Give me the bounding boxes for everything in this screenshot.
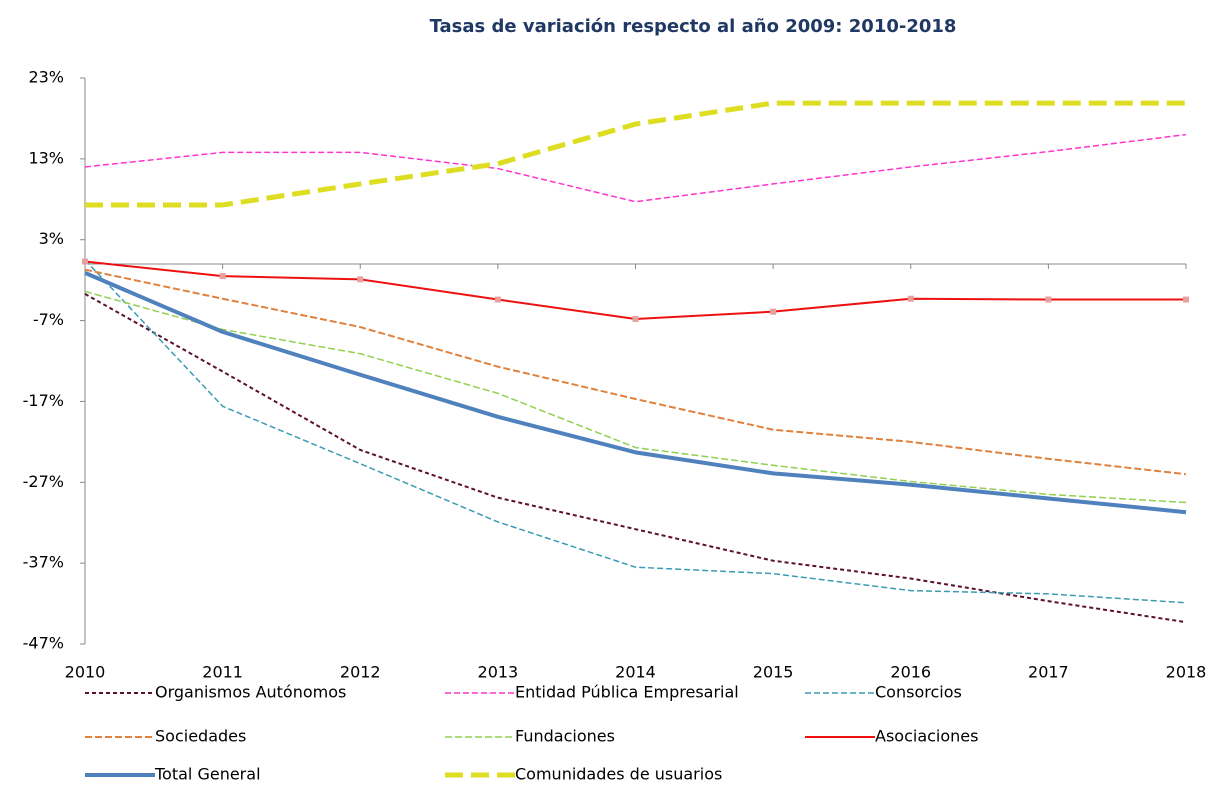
y-tick-label: 13%: [28, 148, 64, 167]
series-line: [84, 293, 1187, 624]
legend-label: Total General: [154, 765, 261, 784]
legend-label: Organismos Autónomos: [155, 683, 346, 702]
y-tick-label: -47%: [23, 634, 64, 653]
x-tick-label: 2015: [753, 663, 794, 682]
series-line: [84, 259, 1187, 604]
y-tick-label: -37%: [23, 553, 64, 572]
x-tick-label: 2017: [1028, 663, 1069, 682]
series-line: [84, 268, 1187, 476]
series-line: [84, 290, 1187, 504]
legend-label: Fundaciones: [515, 727, 615, 746]
y-tick-label: -17%: [23, 391, 64, 410]
x-tick-label: 2010: [65, 663, 106, 682]
x-tick-label: 2014: [615, 663, 656, 682]
legend-label: Consorcios: [875, 683, 962, 702]
point-marker: [357, 276, 364, 283]
legend-label: Asociaciones: [875, 727, 978, 746]
legend-label: Comunidades de usuarios: [515, 765, 722, 784]
series-line: [84, 260, 1186, 320]
point-marker: [1045, 296, 1052, 303]
chart-title: Tasas de variación respecto al año 2009:…: [430, 16, 957, 37]
point-marker: [770, 308, 777, 315]
point-marker: [1183, 296, 1189, 303]
y-tick-label: 3%: [39, 229, 64, 248]
x-tick-label: 2018: [1166, 663, 1207, 682]
x-tick-label: 2011: [202, 663, 243, 682]
series-line: [85, 100, 1186, 208]
x-tick-label: 2012: [340, 663, 381, 682]
legend-label: Entidad Pública Empresarial: [515, 683, 739, 702]
y-tick-label: -27%: [23, 472, 64, 491]
legend-label: Sociedades: [155, 727, 246, 746]
series-line: [84, 271, 1187, 515]
series-line: [84, 133, 1187, 203]
y-tick-label: -7%: [33, 310, 64, 329]
point-marker: [219, 273, 226, 280]
x-tick-label: 2016: [890, 663, 931, 682]
point-marker: [494, 296, 501, 303]
y-tick-label: 23%: [28, 68, 64, 87]
point-marker: [907, 295, 914, 302]
point-marker: [82, 258, 88, 265]
x-tick-label: 2013: [478, 663, 519, 682]
point-marker: [632, 315, 639, 322]
